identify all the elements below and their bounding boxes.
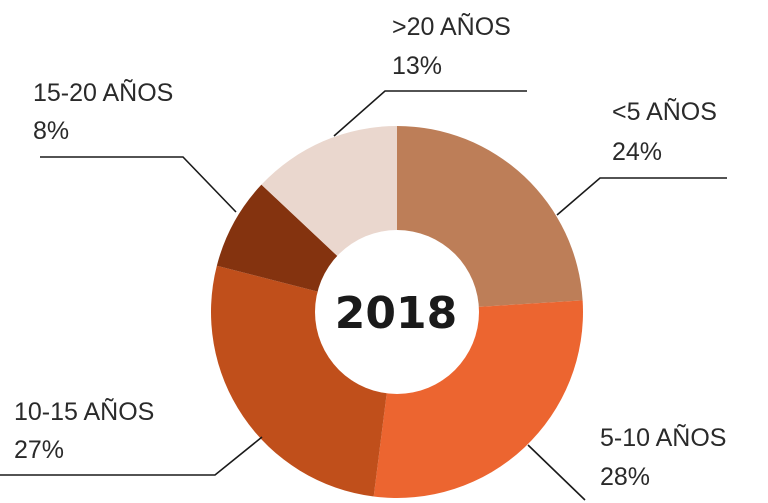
leader-line-15-20: [40, 156, 237, 213]
leader-lines: [0, 90, 727, 501]
slice-label-lt5-value: 24%: [612, 138, 662, 166]
slice-label-10-15-name: 10-15 AÑOS: [14, 397, 154, 426]
leader-line-lt5: [556, 177, 727, 216]
slice-labels: <5 AÑOS 24% 5-10 AÑOS 28% 10-15 AÑOS 27%…: [14, 12, 726, 491]
leader-line-gt20: [333, 90, 527, 137]
slice-label-gt20-name: >20 AÑOS: [392, 12, 511, 41]
slice-label-15-20-value: 8%: [33, 117, 69, 145]
slice-label-15-20-name: 15-20 AÑOS: [33, 78, 173, 107]
center-label: 2018: [335, 288, 457, 339]
donut-hole: [315, 230, 479, 394]
leader-line-5-10: [527, 444, 586, 501]
slice-label-10-15-value: 27%: [14, 436, 64, 464]
slice-label-5-10-name: 5-10 AÑOS: [600, 423, 726, 452]
slice-label-lt5-name: <5 AÑOS: [612, 97, 717, 126]
slice-label-gt20-value: 13%: [392, 52, 442, 80]
leader-line-10-15: [0, 436, 263, 476]
slice-label-5-10-value: 28%: [600, 463, 650, 491]
